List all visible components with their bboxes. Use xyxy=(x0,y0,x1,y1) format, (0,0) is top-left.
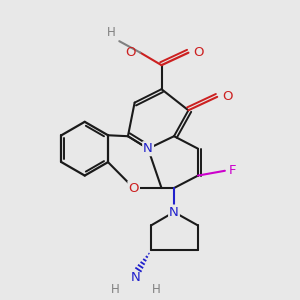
Text: O: O xyxy=(222,90,233,104)
Text: H: H xyxy=(152,283,160,296)
Text: N: N xyxy=(131,271,140,284)
Text: N: N xyxy=(169,206,179,219)
Text: O: O xyxy=(125,46,136,59)
Text: H: H xyxy=(110,283,119,296)
Text: O: O xyxy=(128,182,139,195)
Text: O: O xyxy=(193,46,203,59)
Text: F: F xyxy=(229,164,237,177)
Text: N: N xyxy=(143,142,153,155)
Text: H: H xyxy=(107,26,116,39)
